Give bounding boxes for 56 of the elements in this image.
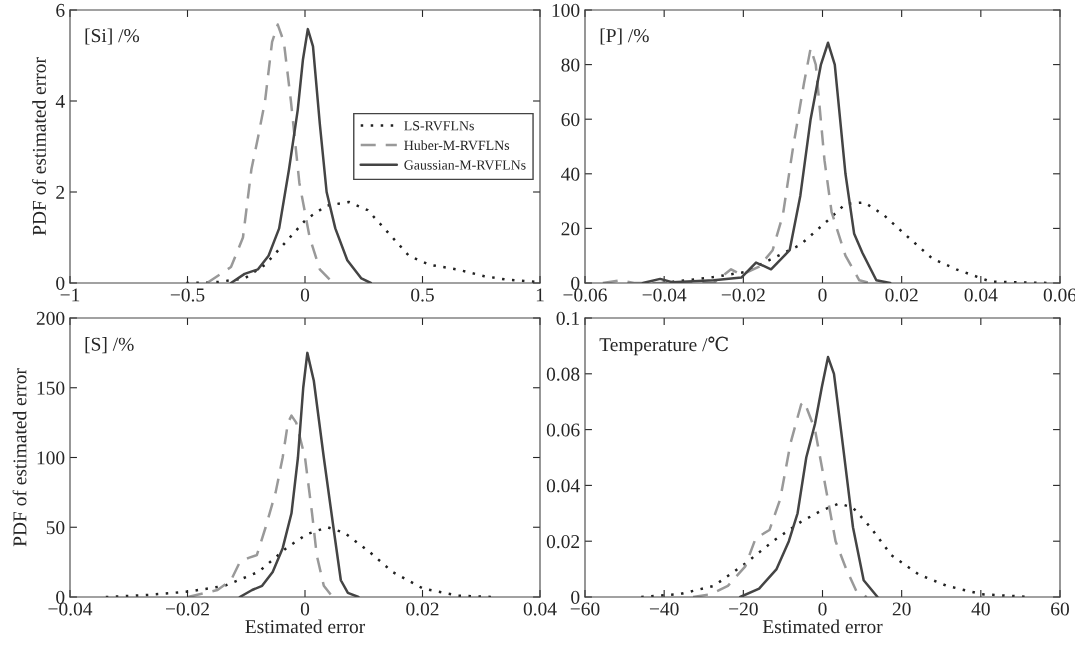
y-tick-label: 2 bbox=[56, 185, 65, 199]
x-tick-label: −60 bbox=[570, 602, 600, 616]
y-tick-label: 40 bbox=[561, 167, 580, 181]
x-tick-label: 0 bbox=[818, 288, 827, 302]
y-tick-label: 0 bbox=[571, 276, 580, 290]
x-tick-label: −0.04 bbox=[48, 602, 93, 616]
y-tick-label: 0 bbox=[56, 590, 65, 604]
x-tick-label: 0 bbox=[818, 602, 827, 616]
annotation: [Si] /% bbox=[85, 28, 140, 45]
y-tick-label: 20 bbox=[561, 222, 580, 236]
x-tick-label: −1 bbox=[60, 288, 80, 302]
annotation: [S] /% bbox=[85, 337, 134, 354]
x-tick-label: 60 bbox=[1051, 602, 1069, 616]
x-tick-label: −0.02 bbox=[721, 288, 765, 302]
x-axis-title: Estimated error bbox=[245, 619, 366, 634]
y-tick-label: 100 bbox=[37, 451, 65, 465]
x-tick-label: 20 bbox=[892, 602, 911, 616]
line-series bbox=[186, 414, 334, 597]
x-tick-label: −40 bbox=[649, 602, 679, 616]
y-tick-label: 0.1 bbox=[556, 311, 579, 326]
y-tick-label: 6 bbox=[56, 3, 65, 17]
y-tick-label: 80 bbox=[561, 58, 580, 72]
y-tick-label: 100 bbox=[552, 3, 580, 17]
x-tick-label: −20 bbox=[729, 602, 758, 616]
y-axis-title: PDF of estimated error bbox=[32, 57, 46, 236]
annotation: [P] /% bbox=[600, 28, 649, 45]
x-axis-title: Estimated error bbox=[762, 619, 883, 634]
legend-label: Huber-M-RVFLNs bbox=[404, 140, 510, 151]
x-tick-label: 0.04 bbox=[523, 602, 557, 616]
y-tick-label: 0 bbox=[56, 276, 65, 290]
legend-label: Gaussian-M-RVFLNs bbox=[404, 160, 526, 170]
x-tick-label: −0.02 bbox=[165, 602, 209, 616]
x-tick-label: 0 bbox=[300, 602, 310, 616]
x-tick-label: 1 bbox=[536, 288, 544, 302]
x-tick-label: 0.04 bbox=[964, 288, 998, 302]
y-tick-label: 150 bbox=[37, 381, 65, 395]
y-tick-label: 50 bbox=[46, 521, 65, 535]
y-tick-label: 4 bbox=[55, 94, 65, 108]
x-tick-label: −0.06 bbox=[563, 288, 607, 302]
x-tick-label: 0.02 bbox=[885, 288, 918, 302]
y-tick-label: 0.02 bbox=[546, 535, 580, 549]
y-tick-label: 0.04 bbox=[546, 479, 580, 493]
x-tick-label: −0.5 bbox=[170, 288, 205, 302]
y-tick-label: 0 bbox=[571, 590, 580, 604]
x-tick-label: 40 bbox=[971, 602, 990, 616]
y-tick-label: 200 bbox=[36, 311, 65, 325]
x-tick-label: 0.02 bbox=[406, 602, 439, 616]
y-tick-label: 60 bbox=[561, 113, 580, 127]
x-tick-label: 0.5 bbox=[411, 288, 434, 302]
y-tick-label: 0.08 bbox=[546, 367, 580, 381]
y-tick-label: 0.06 bbox=[546, 423, 580, 437]
x-tick-label: 0 bbox=[300, 288, 310, 302]
annotation: Temperature /℃ bbox=[599, 336, 729, 356]
legend-label: LS-RVFLNs bbox=[404, 121, 474, 131]
y-axis-title: PDF of estimated error bbox=[12, 368, 27, 547]
x-tick-label: −0.04 bbox=[642, 288, 687, 302]
